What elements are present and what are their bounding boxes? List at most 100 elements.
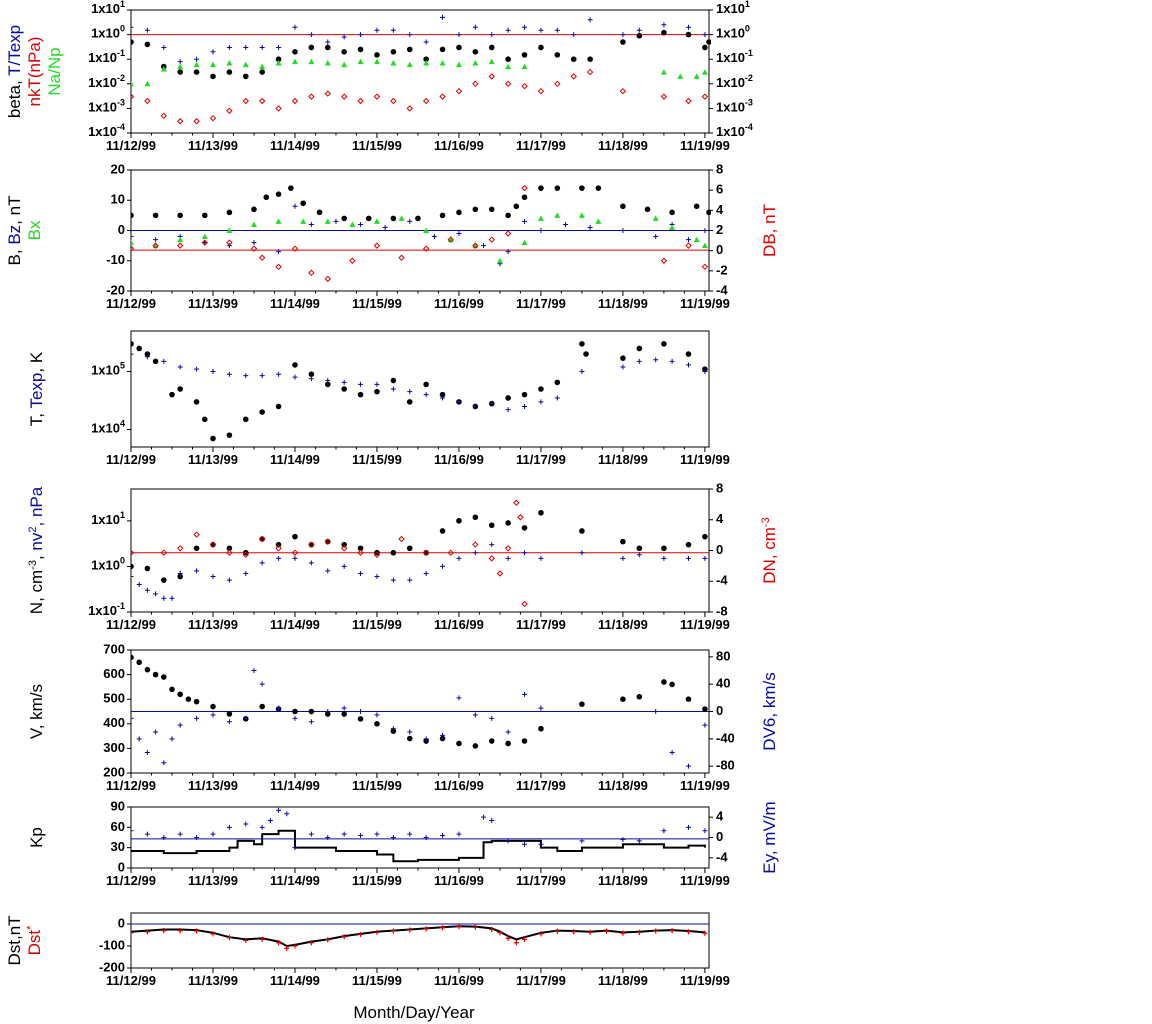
right-y-axis-label: Ey, mV/m: [760, 801, 779, 873]
data-point: [193, 531, 200, 538]
data-point: [210, 712, 216, 718]
data-point: [291, 245, 299, 252]
x-tick-label: 11/18/99: [598, 873, 648, 888]
data-point: [275, 541, 282, 548]
y-tick-label: -200: [99, 959, 125, 974]
data-point: [390, 928, 396, 934]
data-point: [489, 818, 495, 824]
data-point: [456, 924, 462, 930]
data-point: [472, 80, 479, 88]
data-point: [193, 545, 200, 552]
data-point: [185, 696, 192, 702]
data-point: [620, 696, 626, 702]
data-point: [358, 221, 364, 227]
x-tick-label: 11/17/99: [516, 873, 566, 888]
data-point: [267, 818, 273, 824]
series-layer: [131, 654, 708, 769]
right-y-tick-label: 40: [716, 676, 730, 691]
data-point: [275, 105, 282, 112]
data-point: [570, 56, 577, 62]
data-point: [276, 705, 282, 711]
data-point: [341, 934, 347, 940]
y-tick-label: 1x10-3: [88, 98, 125, 115]
data-point: [579, 838, 585, 844]
x-tick-label: 11/17/99: [516, 138, 566, 153]
x-tick-label: 11/15/99: [352, 973, 402, 988]
data-point: [201, 233, 208, 240]
right-y-tick-label: 0: [716, 242, 723, 257]
y-tick-label: 1x100: [91, 24, 125, 41]
data-point: [333, 218, 339, 224]
data-point: [153, 591, 159, 597]
data-point: [537, 215, 544, 221]
x-tick-label: 11/15/99: [352, 778, 402, 793]
data-point: [522, 691, 528, 697]
data-point: [243, 373, 249, 379]
x-tick-label: 11/19/99: [680, 778, 730, 793]
data-point: [455, 87, 463, 95]
data-point: [177, 928, 183, 934]
x-tick-label: 11/19/99: [680, 452, 730, 467]
data-point: [258, 97, 266, 105]
data-point: [587, 17, 593, 23]
y-tick-label: 1x10-1: [88, 601, 125, 618]
data-point: [250, 245, 258, 252]
y-axis-label: Dst,nT: [5, 915, 24, 965]
x-tick-label: 11/18/99: [598, 452, 648, 467]
x-tick-label: 11/16/99: [434, 296, 484, 311]
x-axis-title: Month/Day/Year: [353, 1003, 475, 1022]
right-y-tick-label: 2: [716, 222, 723, 237]
data-point: [193, 118, 200, 125]
data-point: [209, 114, 217, 122]
data-point: [374, 929, 380, 935]
data-point: [661, 341, 667, 347]
data-point: [357, 716, 364, 722]
right-y-tick-label: -4: [716, 849, 728, 864]
data-point: [226, 209, 233, 216]
data-point: [620, 538, 626, 545]
data-point: [177, 570, 183, 576]
x-tick-label: 11/18/99: [598, 973, 648, 988]
data-point: [538, 725, 544, 732]
data-point: [620, 930, 626, 936]
data-point: [144, 750, 150, 755]
data-point: [144, 80, 151, 87]
data-point: [579, 528, 585, 534]
data-point: [275, 545, 282, 552]
data-point: [226, 69, 233, 75]
data-point: [422, 245, 430, 252]
data-point: [292, 845, 298, 851]
data-point: [505, 555, 511, 561]
data-point: [669, 358, 675, 364]
data-point: [131, 930, 134, 936]
data-point: [292, 374, 298, 380]
data-point: [513, 499, 520, 506]
right-y-axis-label: DV6, km/s: [760, 672, 779, 750]
data-point: [504, 80, 512, 88]
data-point: [660, 257, 668, 264]
y-tick-label: 600: [103, 666, 125, 681]
data-point: [357, 58, 364, 65]
data-point: [161, 835, 167, 840]
data-point: [390, 97, 397, 105]
y-tick-label: 300: [103, 740, 125, 755]
data-point: [522, 24, 528, 30]
data-point: [341, 563, 347, 569]
data-point: [554, 379, 561, 386]
x-tick-label: 11/13/99: [188, 452, 238, 467]
data-point: [325, 568, 331, 574]
data-point: [242, 551, 249, 559]
data-point: [341, 48, 347, 55]
data-point: [583, 351, 589, 357]
data-point: [308, 269, 315, 277]
right-y-tick-label: 0: [716, 542, 723, 557]
data-point: [406, 735, 413, 742]
data-point: [308, 58, 315, 65]
data-point: [292, 715, 298, 721]
data-point: [308, 32, 314, 38]
x-tick-label: 11/18/99: [598, 296, 648, 311]
x-tick-label: 11/15/99: [352, 617, 402, 632]
data-point: [324, 275, 331, 283]
